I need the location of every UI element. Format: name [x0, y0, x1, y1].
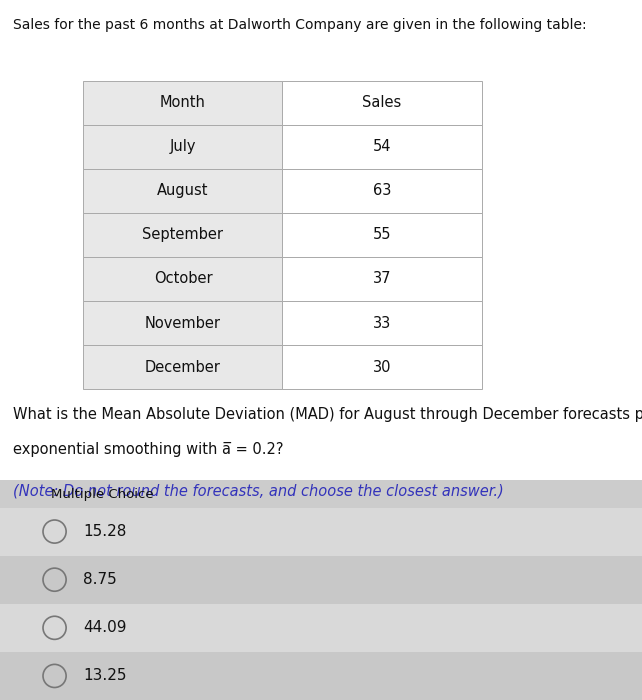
FancyBboxPatch shape: [0, 652, 642, 700]
Text: 33: 33: [373, 316, 391, 330]
FancyBboxPatch shape: [282, 213, 482, 257]
Ellipse shape: [43, 664, 66, 687]
Text: 44.09: 44.09: [83, 620, 127, 636]
Text: 37: 37: [373, 272, 391, 286]
Text: August: August: [157, 183, 209, 198]
FancyBboxPatch shape: [282, 257, 482, 301]
Ellipse shape: [43, 568, 66, 592]
Text: 15.28: 15.28: [83, 524, 127, 539]
FancyBboxPatch shape: [0, 556, 642, 603]
Text: September: September: [143, 228, 223, 242]
Text: Sales: Sales: [362, 95, 402, 110]
Ellipse shape: [43, 616, 66, 639]
FancyBboxPatch shape: [0, 480, 642, 700]
FancyBboxPatch shape: [282, 345, 482, 389]
FancyBboxPatch shape: [83, 301, 282, 345]
FancyBboxPatch shape: [83, 125, 282, 169]
Text: 63: 63: [373, 183, 391, 198]
Text: (Note: Do not round the forecasts, and choose the closest answer.): (Note: Do not round the forecasts, and c…: [13, 484, 503, 498]
Text: Month: Month: [160, 95, 206, 110]
Text: 30: 30: [373, 360, 391, 374]
Ellipse shape: [43, 520, 66, 543]
Text: Multiple Choice: Multiple Choice: [51, 488, 154, 501]
Text: What is the Mean Absolute Deviation (MAD) for August through December forecasts : What is the Mean Absolute Deviation (MAD…: [13, 407, 642, 421]
Text: exponential smoothing with a̅ = 0.2?: exponential smoothing with a̅ = 0.2?: [13, 442, 283, 456]
FancyBboxPatch shape: [0, 508, 642, 556]
FancyBboxPatch shape: [0, 603, 642, 652]
FancyBboxPatch shape: [83, 213, 282, 257]
Text: Sales for the past 6 months at Dalworth Company are given in the following table: Sales for the past 6 months at Dalworth …: [13, 18, 586, 32]
FancyBboxPatch shape: [83, 345, 282, 389]
Text: 13.25: 13.25: [83, 668, 127, 683]
Text: 54: 54: [373, 139, 391, 154]
FancyBboxPatch shape: [83, 257, 282, 301]
FancyBboxPatch shape: [83, 169, 282, 213]
Text: 8.75: 8.75: [83, 572, 117, 587]
Text: December: December: [145, 360, 221, 374]
Text: July: July: [169, 139, 196, 154]
Text: October: October: [153, 272, 213, 286]
FancyBboxPatch shape: [282, 301, 482, 345]
Text: 55: 55: [373, 228, 391, 242]
FancyBboxPatch shape: [83, 80, 282, 125]
FancyBboxPatch shape: [282, 125, 482, 169]
Text: November: November: [145, 316, 221, 330]
FancyBboxPatch shape: [282, 80, 482, 125]
FancyBboxPatch shape: [282, 169, 482, 213]
FancyBboxPatch shape: [0, 0, 642, 543]
